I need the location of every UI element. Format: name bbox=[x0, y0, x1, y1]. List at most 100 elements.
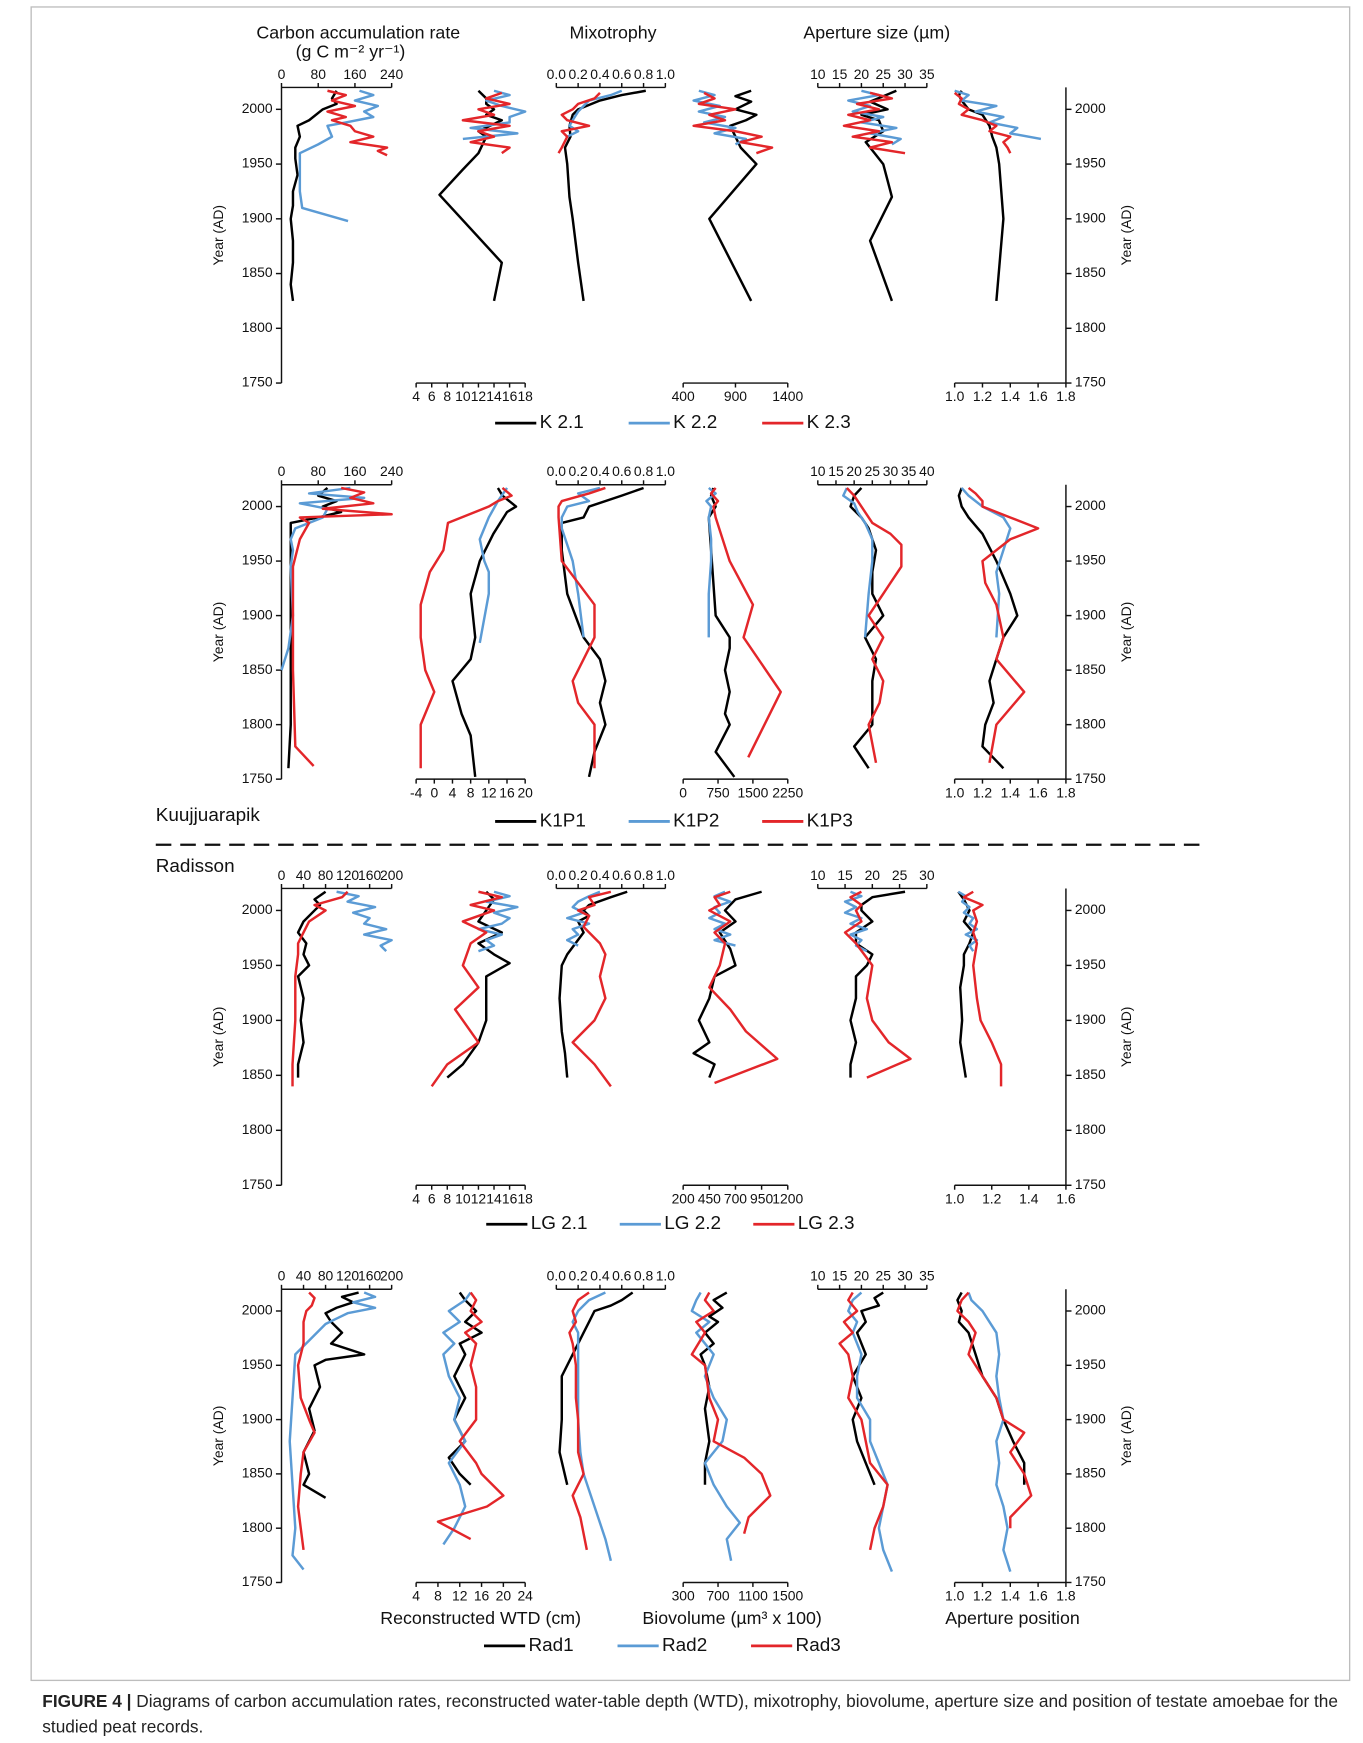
x-tick-label: 12 bbox=[471, 1190, 487, 1206]
y-tick-label: 1750 bbox=[1075, 1176, 1106, 1192]
legend-label: LG 2.3 bbox=[798, 1213, 855, 1234]
y-tick-label: 1850 bbox=[242, 1465, 273, 1481]
column-title: Reconstructed WTD (cm) bbox=[380, 1608, 581, 1628]
x-tick-label: 1.6 bbox=[1028, 784, 1048, 800]
x-tick-label: 18 bbox=[517, 388, 533, 404]
x-tick-label: 20 bbox=[854, 66, 870, 82]
x-tick-label: 1200 bbox=[772, 1190, 803, 1206]
profile-line bbox=[568, 1291, 590, 1551]
x-tick-label: 12 bbox=[471, 388, 487, 404]
y-tick-label: 1950 bbox=[1075, 155, 1106, 171]
x-tick-label: 240 bbox=[380, 66, 403, 82]
x-tick-label: 0.8 bbox=[634, 867, 654, 883]
x-tick-label: 1.8 bbox=[1056, 388, 1076, 404]
x-tick-label: 1.2 bbox=[973, 1588, 993, 1604]
profile-line bbox=[289, 90, 338, 302]
profile-line bbox=[956, 1291, 1033, 1529]
y-tick-label: 1850 bbox=[1075, 1465, 1106, 1481]
x-tick-label: 1.8 bbox=[1056, 1588, 1076, 1604]
x-tick-label: 200 bbox=[672, 1190, 695, 1206]
profile-line bbox=[847, 89, 902, 146]
y-tick-label: 1850 bbox=[242, 264, 273, 280]
y-tick-label: 1950 bbox=[242, 1356, 273, 1372]
x-tick-label: 1.2 bbox=[973, 388, 993, 404]
y-tick-label: 2000 bbox=[1075, 497, 1106, 513]
x-tick-label: 1500 bbox=[772, 1588, 803, 1604]
profile-line bbox=[478, 487, 509, 644]
profile-line bbox=[560, 486, 644, 778]
x-tick-label: 1.0 bbox=[945, 1588, 965, 1604]
y-tick-label: 1750 bbox=[242, 1176, 273, 1192]
profile-line bbox=[558, 890, 628, 1078]
x-tick-label: 12 bbox=[452, 1588, 468, 1604]
x-tick-label: 0 bbox=[278, 66, 286, 82]
x-tick-label: 12 bbox=[481, 784, 497, 800]
y-tick-label: 1950 bbox=[242, 552, 273, 568]
x-tick-label: 4 bbox=[449, 784, 457, 800]
x-tick-label: 160 bbox=[343, 66, 366, 82]
legend-label: K 2.1 bbox=[540, 412, 584, 433]
legend-label: LG 2.1 bbox=[531, 1213, 588, 1234]
caption-box: FIGURE 4 | Diagrams of carbon accumulati… bbox=[42, 1693, 1338, 1738]
profile-line bbox=[967, 1292, 1012, 1572]
x-tick-label: 20 bbox=[854, 1268, 870, 1284]
x-tick-label: 900 bbox=[724, 388, 747, 404]
x-tick-label: 16 bbox=[474, 1588, 490, 1604]
x-tick-label: 950 bbox=[750, 1190, 773, 1206]
x-tick-label: 1.4 bbox=[1001, 388, 1021, 404]
y-axis-title: Year (AD) bbox=[210, 602, 226, 662]
x-tick-label: 15 bbox=[832, 1268, 848, 1284]
x-tick-label: 80 bbox=[318, 1268, 334, 1284]
x-tick-label: 8 bbox=[467, 784, 475, 800]
x-tick-label: 0.6 bbox=[612, 1268, 632, 1284]
x-tick-label: 1400 bbox=[772, 388, 803, 404]
y-tick-label: 1750 bbox=[1075, 770, 1106, 786]
profile-line bbox=[436, 1291, 505, 1541]
profile-line bbox=[708, 890, 779, 1085]
x-tick-label: 35 bbox=[919, 66, 935, 82]
y-tick-label: 2000 bbox=[1075, 901, 1106, 917]
profile-line bbox=[967, 487, 1040, 764]
profile-line bbox=[446, 890, 511, 1079]
legend-label: LG 2.2 bbox=[664, 1213, 721, 1234]
x-tick-label: 1.6 bbox=[1028, 1588, 1048, 1604]
y-axis-title: Year (AD) bbox=[1118, 205, 1134, 265]
y-tick-label: 1750 bbox=[242, 1573, 273, 1589]
x-tick-label: 1.4 bbox=[1001, 1588, 1021, 1604]
profile-line bbox=[571, 890, 612, 1088]
x-tick-label: 0.8 bbox=[634, 463, 654, 479]
profile-line bbox=[287, 487, 343, 769]
x-tick-label: 80 bbox=[310, 463, 326, 479]
x-tick-label: 1.8 bbox=[1056, 784, 1076, 800]
profile-line bbox=[851, 1291, 884, 1486]
legend-label: Rad3 bbox=[796, 1635, 841, 1656]
y-tick-label: 1750 bbox=[1075, 1573, 1106, 1589]
x-tick-label: 0 bbox=[278, 463, 286, 479]
x-tick-label: 30 bbox=[897, 66, 913, 82]
y-tick-label: 2000 bbox=[242, 901, 273, 917]
x-tick-label: 1.0 bbox=[945, 1190, 965, 1206]
x-tick-label: 20 bbox=[496, 1588, 512, 1604]
y-tick-label: 1800 bbox=[242, 1121, 273, 1137]
profile-line bbox=[557, 92, 601, 154]
x-tick-label: 0.4 bbox=[590, 463, 610, 479]
profile-line bbox=[291, 486, 393, 767]
x-tick-label: 1.0 bbox=[656, 1268, 676, 1284]
x-tick-label: 10 bbox=[810, 66, 826, 82]
x-tick-label: 1.4 bbox=[1019, 1190, 1039, 1206]
x-tick-label: -4 bbox=[410, 784, 423, 800]
x-tick-label: 18 bbox=[517, 1190, 533, 1206]
profile-line bbox=[462, 89, 527, 141]
y-tick-label: 1800 bbox=[1075, 1121, 1106, 1137]
x-tick-label: 25 bbox=[875, 66, 891, 82]
profile-line bbox=[442, 1291, 472, 1546]
y-tick-label: 1900 bbox=[1075, 1410, 1106, 1426]
x-tick-label: 8 bbox=[443, 388, 451, 404]
x-tick-label: 0.4 bbox=[590, 66, 610, 82]
y-axis-title: Year (AD) bbox=[210, 205, 226, 265]
y-tick-label: 1900 bbox=[1075, 1011, 1106, 1027]
y-axis-title: Year (AD) bbox=[1118, 1406, 1134, 1466]
x-tick-label: 0.0 bbox=[547, 463, 567, 479]
x-tick-label: 1.0 bbox=[945, 784, 965, 800]
profile-line bbox=[843, 890, 869, 953]
